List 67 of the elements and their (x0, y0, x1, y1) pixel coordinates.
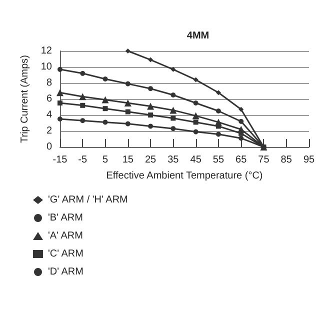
point (148, 124, 154, 129)
y-tick-label: 6 (46, 94, 52, 104)
x-tick-label: 25 (144, 154, 157, 166)
y-tick-label: 12 (40, 46, 52, 56)
point (125, 81, 130, 86)
point (238, 136, 244, 141)
y-tick-label: 2 (46, 126, 52, 136)
point (80, 70, 86, 76)
point (58, 66, 62, 72)
x-tick-label: 65 (236, 154, 248, 166)
point (58, 100, 62, 106)
x-tick-label: 75 (258, 154, 270, 166)
point (102, 76, 108, 82)
x-axis-title: Effective Ambient Temperature (°C) (106, 170, 263, 182)
point (148, 86, 154, 92)
legend-label: 'C' ARM (48, 248, 84, 260)
point (58, 116, 62, 122)
point (170, 106, 177, 114)
point (170, 116, 176, 121)
point (193, 100, 198, 106)
point (238, 106, 244, 112)
point (193, 77, 198, 82)
point (79, 93, 86, 100)
point (148, 57, 154, 62)
x-tick-label: 5 (102, 154, 108, 166)
chart-title: 4MM (186, 30, 210, 42)
point (147, 102, 154, 110)
point (238, 126, 245, 133)
point (170, 66, 176, 72)
y-tick-label: 10 (40, 62, 52, 72)
legend-label: 'A' ARM (48, 230, 83, 242)
x-tick-label: 85 (280, 154, 292, 166)
x-tick-label: 95 (303, 154, 315, 166)
point (214, 118, 222, 126)
point (102, 106, 108, 112)
y-tick-label: 0 (46, 142, 52, 152)
point (125, 48, 130, 54)
point (125, 121, 130, 126)
point (216, 90, 221, 96)
point (216, 108, 221, 114)
x-tick-label: -5 (78, 154, 88, 166)
point (80, 118, 86, 124)
legend-label: 'D' ARM (48, 266, 84, 278)
y-tick-label: 8 (46, 78, 52, 88)
point (125, 109, 130, 114)
x-tick-label: 15 (122, 154, 134, 166)
point (170, 92, 176, 98)
point (124, 100, 132, 106)
point (216, 132, 221, 137)
point (192, 112, 200, 120)
x-tick-label: 45 (190, 154, 202, 166)
x-tick-label: 55 (212, 154, 224, 166)
point (80, 102, 86, 108)
point (102, 96, 109, 104)
point (193, 120, 198, 125)
y-tick-label: 4 (46, 110, 52, 120)
point (170, 126, 176, 132)
point (56, 89, 64, 96)
point (193, 129, 198, 134)
point (102, 120, 108, 125)
x-tick-label: -15 (52, 154, 68, 166)
legend-label: 'G' ARM / 'H' ARM (48, 194, 128, 206)
legend-label: 'B' ARM (48, 212, 83, 224)
point (148, 112, 154, 118)
x-tick-label: 35 (168, 154, 180, 166)
y-axis-title: Trip Current (Amps) (19, 55, 30, 143)
point (238, 118, 244, 124)
